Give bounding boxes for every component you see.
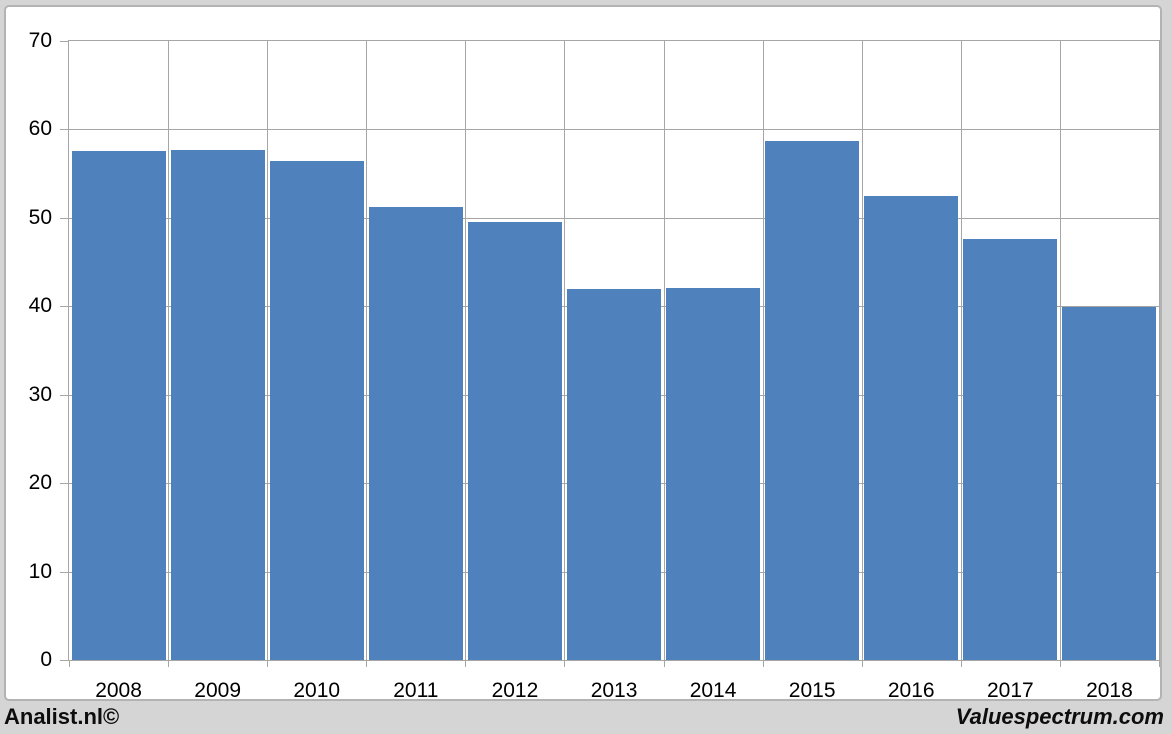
bar-2010	[269, 161, 364, 660]
y-axis-tick	[60, 41, 68, 42]
gridline-vertical	[664, 41, 665, 660]
branding-analist: Analist.nl©	[4, 704, 120, 729]
gridline-vertical	[564, 41, 565, 660]
bar-2014	[666, 287, 761, 660]
chart-panel: 0 10 20 30 40 50 60 70 2008 2009 2010 2011 2012 2013 2…	[4, 5, 1162, 702]
x-axis-tick	[1060, 660, 1061, 667]
x-axis-label: 2015	[788, 679, 836, 702]
x-axis-label: 2017	[986, 679, 1034, 702]
x-axis-tick	[168, 660, 169, 667]
gridline-vertical	[465, 41, 466, 660]
x-axis-tick	[763, 660, 764, 667]
x-axis-tick	[862, 660, 863, 667]
y-axis-label: 60	[28, 117, 52, 140]
y-axis-tick	[60, 395, 68, 396]
bar-2018	[1062, 307, 1157, 660]
gridline-horizontal	[69, 218, 1159, 219]
y-axis-label: 10	[28, 560, 52, 583]
bar-2015	[765, 140, 860, 660]
x-axis-tick	[366, 660, 367, 667]
bar-2017	[963, 239, 1058, 660]
y-axis-label: 50	[28, 206, 52, 229]
footer-bar: Analist.nl© Valuespectrum.com	[0, 701, 1172, 734]
x-axis-tick	[1159, 660, 1160, 667]
y-axis-tick	[60, 129, 68, 130]
x-axis-tick	[465, 660, 466, 667]
x-axis-label: 2008	[95, 679, 142, 702]
gridline-vertical	[961, 41, 962, 660]
bar-2011	[368, 207, 463, 660]
y-axis-tick	[60, 572, 68, 573]
x-axis-tick	[664, 660, 665, 667]
x-axis-tick	[564, 660, 565, 667]
x-axis-label: 2011	[393, 679, 439, 702]
gridline-vertical	[168, 41, 169, 660]
y-axis-label: 20	[28, 471, 52, 494]
y-axis-label: 30	[28, 383, 52, 406]
y-axis-label: 0	[40, 648, 52, 671]
y-axis-label: 40	[28, 294, 52, 317]
y-axis-tick	[60, 483, 68, 484]
x-axis-label: 2012	[491, 679, 539, 702]
x-axis-tick	[961, 660, 962, 667]
x-axis-label: 2016	[887, 679, 935, 702]
plot-area: 0 10 20 30 40 50 60 70 2008 2009 2010 2011 2012 2013 2…	[29, 29, 1160, 702]
gridline-horizontal	[69, 129, 1159, 130]
bar-2012	[467, 222, 562, 660]
gridline-vertical	[862, 41, 863, 660]
gridline-vertical	[763, 41, 764, 660]
x-axis-label: 2009	[194, 679, 241, 702]
branding-valuespectrum: Valuespectrum.com	[955, 704, 1164, 729]
bar-2013	[567, 288, 662, 660]
x-axis-tick	[69, 660, 70, 667]
y-axis-tick	[60, 306, 68, 307]
gridline-vertical	[267, 41, 268, 660]
gridline-vertical	[1060, 41, 1061, 660]
gridline-vertical	[366, 41, 367, 660]
x-axis-label: 2010	[293, 679, 341, 702]
x-axis-label: 2018	[1086, 679, 1133, 702]
x-axis-label: 2014	[689, 679, 737, 702]
bar-2008	[71, 150, 166, 660]
y-axis-label: 70	[28, 29, 52, 52]
x-axis-tick	[267, 660, 268, 667]
y-axis-tick	[60, 660, 68, 661]
bar-2009	[170, 149, 265, 660]
bar-2016	[864, 195, 959, 661]
x-axis-label: 2013	[590, 679, 638, 702]
y-axis-tick	[60, 218, 68, 219]
